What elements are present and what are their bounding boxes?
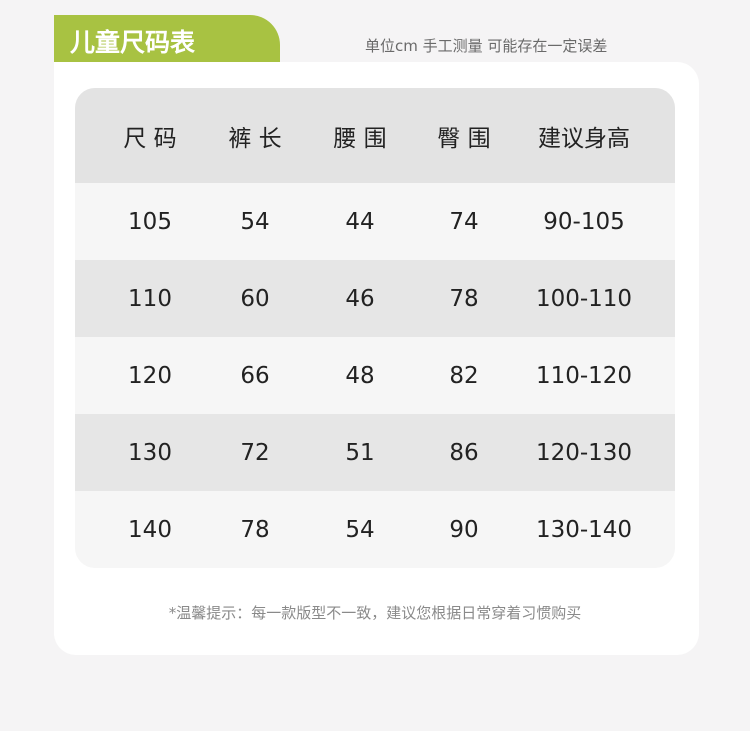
cell-waist: 44: [345, 208, 375, 235]
cell-length: 54: [240, 208, 270, 235]
header-length: 裤 长: [228, 125, 282, 152]
header-height: 建议身高: [538, 125, 630, 152]
cell-hip: 86: [449, 439, 479, 466]
header-hip: 臀 围: [437, 125, 491, 152]
table-row: 110 60 46 78 100-110: [75, 260, 675, 337]
cell-length: 72: [240, 439, 270, 466]
cell-hip: 82: [449, 362, 479, 389]
cell-waist: 46: [345, 285, 375, 312]
cell-length: 60: [240, 285, 270, 312]
table-row: 130 72 51 86 120-130: [75, 414, 675, 491]
cell-hip: 74: [449, 208, 479, 235]
cell-size: 105: [128, 208, 172, 235]
unit-note: 单位cm 手工测量 可能存在一定误差: [365, 37, 608, 55]
cell-height: 100-110: [535, 285, 633, 312]
cell-hip: 78: [449, 285, 479, 312]
cell-length: 78: [240, 516, 270, 543]
tip-note: *温馨提示：每一款版型不一致，建议您根据日常穿着习惯购买: [168, 604, 582, 622]
cell-waist: 51: [345, 439, 375, 466]
size-table: 尺 码 裤 长 腰 围 臀 围 建议身高 105 54 44 74 90-105 110 6…: [75, 88, 675, 568]
cell-waist: 48: [345, 362, 375, 389]
cell-hip: 90: [449, 516, 479, 543]
table-row: 105 54 44 74 90-105: [75, 183, 675, 260]
header-size: 尺 码: [123, 125, 177, 152]
cell-height: 130-140: [535, 516, 633, 543]
cell-height: 110-120: [535, 362, 633, 389]
cell-height: 90-105: [543, 208, 625, 235]
cell-length: 66: [240, 362, 270, 389]
header-waist: 腰 围: [333, 125, 387, 152]
table-row: 120 66 48 82 110-120: [75, 337, 675, 414]
cell-size: 130: [128, 439, 172, 466]
cell-waist: 54: [345, 516, 375, 543]
cell-height: 120-130: [535, 439, 633, 466]
table-header: 尺 码 裤 长 腰 围 臀 围 建议身高: [75, 88, 675, 183]
title-tab: 儿童尺码表: [54, 15, 280, 63]
cell-size: 120: [128, 362, 172, 389]
table-row: 140 78 54 90 130-140: [75, 491, 675, 568]
cell-size: 140: [128, 516, 172, 543]
cell-size: 110: [128, 285, 172, 312]
